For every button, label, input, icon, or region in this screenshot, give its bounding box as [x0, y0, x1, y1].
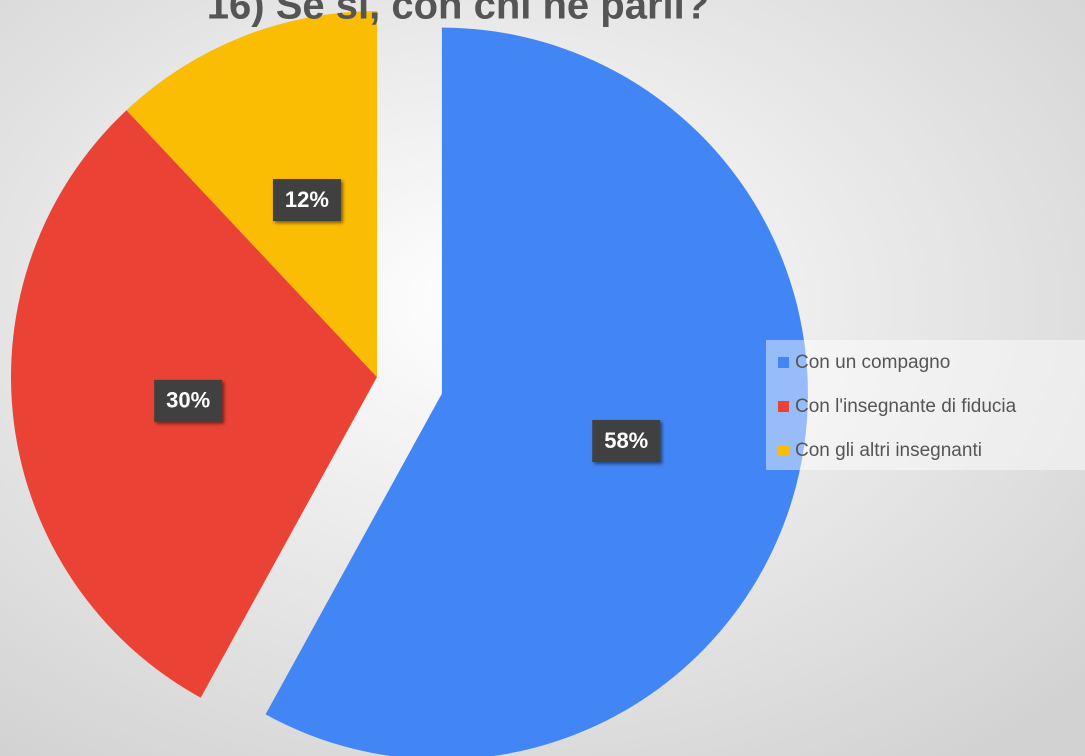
- pie-slice: [126, 11, 378, 377]
- legend-swatch: [778, 357, 789, 368]
- data-label-box: [272, 179, 341, 222]
- chart-title: 16) Se sì, con chi ne parli?: [207, 0, 709, 28]
- legend-label: Con gli altri insegnanti: [795, 440, 982, 461]
- legend-box: [766, 340, 1085, 470]
- legend: Con un compagno Con l'insegnante di fiduc…: [778, 352, 1017, 461]
- legend-label: Con un compagno: [795, 352, 950, 373]
- data-label: 12%: [285, 187, 329, 212]
- data-label: 58%: [604, 428, 648, 453]
- data-label-box: [592, 419, 661, 462]
- data-label: 30%: [166, 388, 210, 413]
- data-label-box: [154, 379, 223, 422]
- legend-swatch: [778, 445, 789, 456]
- legend-label: Con l'insegnante di fiducia: [795, 396, 1017, 417]
- data-labels: 58% 30% 12%: [154, 179, 661, 462]
- pie-slice: [265, 27, 808, 756]
- legend-swatch: [778, 401, 789, 412]
